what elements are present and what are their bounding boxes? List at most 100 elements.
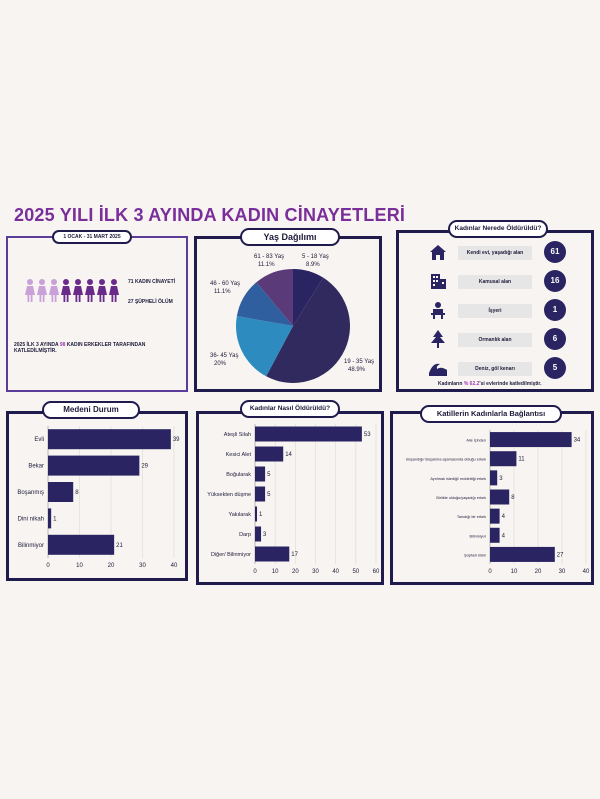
bar [48,534,115,555]
location-row: İşyeri 1 [396,296,594,326]
bar [255,486,266,502]
data-label: 3 [499,476,503,482]
bar [48,429,171,450]
x-tick-label: 40 [583,569,590,575]
woman-leg [39,295,42,302]
category-label: Aile İçinden [466,438,486,443]
woman-leg [54,295,57,302]
summary-panel [6,236,188,392]
bar [48,482,74,502]
category-label: Evli [34,437,44,443]
category-label: Ateşli Silah [224,432,251,438]
age-pie-chart: 5 - 18 Yaş 8.9% 19 - 35 Yaş 48.9% 36- 45 Yaş… [210,254,374,383]
locations-title-pill: Kadınlar Nerede Öldürüldü? [448,220,548,238]
location-label: İşyeri [458,304,532,318]
woman-leg [102,295,105,302]
locations-list: Kendi evi, yaşadığı alan 61 Kamusal alan 16… [396,238,594,388]
pie-slice [266,277,350,383]
method-title: Kadınlar Nasıl Öldürüldü? [249,405,331,412]
woman-dress [73,286,83,295]
woman-leg [99,295,102,302]
woman-leg [90,295,93,302]
bar [490,546,555,562]
pie-slice [293,269,324,326]
location-count: 61 [544,241,566,263]
category-label: Boğularak [226,472,251,478]
data-label: 1 [53,516,57,522]
locations-footer: Kadınların % 62.2'si evlerinde katledilm… [438,381,542,387]
category-label: Birlikte olduğu/yaşadığı erkek [436,496,486,500]
relation-title: Katillerin Kadınlarla Bağlantısı [436,409,546,418]
x-tick-label: 20 [108,563,115,569]
location-row: Deniz, göl kenarı 5 [396,354,594,384]
category-label: Yüksekten düşme [207,492,251,498]
woman-dress [25,286,35,295]
woman-dress [85,286,95,295]
page-title: 2025 YILI İLK 3 AYINDA KADIN CİNAYETLERİ [14,205,406,225]
woman-icon [97,279,107,302]
bar [255,526,262,542]
category-label: Dini nikah [18,516,44,522]
woman-leg [111,295,114,302]
woman-head [99,279,105,285]
category-label: Kesici Alet [226,452,252,458]
pie-slice-pct: 48.9% [348,367,366,373]
x-tick-label: 10 [76,563,83,569]
pie-slice-pct: 11.1% [214,289,231,295]
office-worker-icon [431,302,445,319]
bar [490,489,510,505]
woman-icon [109,279,119,302]
age-title-pill: Yaş Dağılımı [240,228,340,246]
data-label: 14 [285,452,292,458]
data-label: 29 [141,464,148,470]
woman-leg [30,295,33,302]
category-label: Darp [239,532,251,538]
woman-head [27,279,33,285]
data-label: 4 [502,514,506,520]
x-tick-label: 20 [292,569,299,575]
category-label: Boşanmış [17,490,44,496]
data-label: 5 [267,492,271,498]
x-tick-label: 0 [253,569,257,575]
bar [255,446,284,462]
age-title: Yaş Dağılımı [263,232,317,242]
data-label: 11 [518,457,525,463]
tree-icon [431,330,445,348]
woman-icon [25,279,35,302]
pie-slice-pct: 20% [214,361,227,367]
murders-label: 71 KADIN CİNAYETİ [128,279,176,285]
location-count: 5 [544,357,566,379]
suspicious-label: 27 ŞÜPHELİ ÖLÜM [128,299,173,305]
x-tick-label: 0 [488,569,492,575]
footer-pct: % 62.2 [463,381,480,387]
data-label: 34 [574,438,581,444]
woman-leg [75,295,78,302]
data-label: 21 [116,543,123,549]
bar [255,426,362,442]
category-label: Ayrılmak istediği/ reddettiği erkek [430,477,486,481]
category-label: Boşandığı/ Boşanma aşamasında olduğu erk… [406,458,486,462]
pie-slice-label: 19 - 35 Yaş [344,359,374,365]
data-label: 53 [364,432,371,438]
location-count: 1 [544,299,566,321]
date-range-pill: 1 OCAK - 31 MART 2025 [52,230,132,244]
x-tick-label: 50 [352,569,359,575]
summary-footer: 2025 İLK 3 AYINDA 98 KADIN ERKEKLER TARA… [14,342,146,354]
x-tick-label: 10 [272,569,279,575]
bar [255,466,266,482]
x-tick-label: 0 [46,563,50,569]
woman-head [39,279,45,285]
pie-slice [236,282,293,326]
woman-leg [114,295,117,302]
location-label: Kendi evi, yaşadığı alan [458,246,532,260]
x-tick-label: 20 [535,569,542,575]
x-tick-label: 10 [511,569,518,575]
woman-leg [87,295,90,302]
footer-number: 98 [59,342,66,348]
category-label: Şüpheli ölüm [464,553,486,557]
woman-dress [37,286,47,295]
bar [48,508,52,529]
x-tick-label: 40 [332,569,339,575]
